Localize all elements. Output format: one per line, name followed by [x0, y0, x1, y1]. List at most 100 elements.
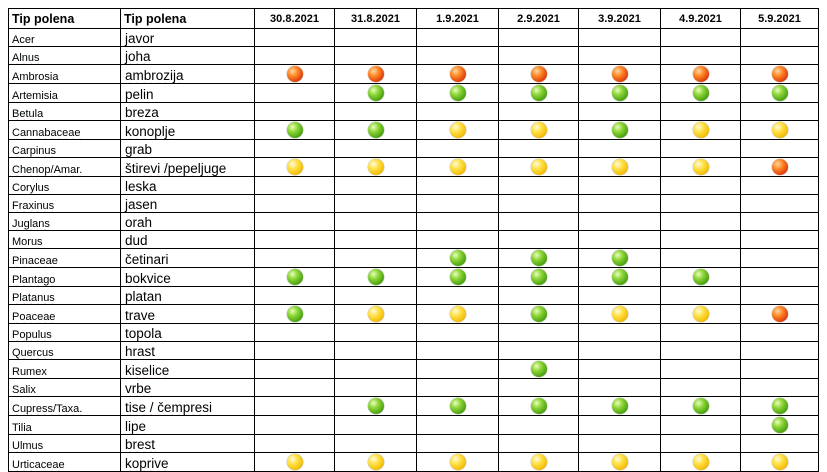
local-name-cell: trave: [120, 304, 255, 324]
latin-name: Juglans: [12, 218, 50, 230]
low-level-dot-icon: [530, 305, 547, 322]
level-cell: [334, 157, 417, 177]
level-cell: [416, 378, 499, 397]
local-name: bokvice: [125, 271, 171, 286]
low-level-dot-icon: [449, 397, 466, 414]
local-name-cell: javor: [120, 28, 255, 47]
latin-name: Plantago: [12, 274, 56, 286]
level-cell: [498, 176, 579, 195]
level-cell: [578, 304, 661, 324]
local-name-cell: breza: [120, 102, 255, 121]
level-cell: [660, 415, 741, 435]
medium-level-dot-icon: [286, 158, 303, 175]
level-cell: [416, 176, 499, 195]
local-name-cell: kiselice: [120, 359, 255, 379]
low-level-dot-icon: [286, 305, 303, 322]
medium-level-dot-icon: [611, 158, 628, 175]
local-name-cell: joha: [120, 46, 255, 65]
level-cell: [334, 378, 417, 397]
level-cell: [416, 267, 499, 287]
table-row: Pinaceae četinari: [8, 248, 819, 268]
header-local: Tip polena: [120, 8, 255, 29]
latin-name: Populus: [12, 329, 52, 341]
level-cell: [740, 102, 819, 121]
local-name-cell: brest: [120, 434, 255, 453]
table-body: Acer javor Alnus joha Ambrosia ambrozija Artem…: [8, 28, 819, 472]
header-date: 31.8.2021: [334, 8, 417, 29]
level-cell: [740, 28, 819, 47]
header-date: 30.8.2021: [254, 8, 335, 29]
level-cell: [498, 452, 579, 472]
medium-level-dot-icon: [449, 121, 466, 138]
low-level-dot-icon: [692, 268, 709, 285]
level-cell: [498, 434, 579, 453]
latin-name-cell: Fraxinus: [8, 194, 121, 213]
level-cell: [416, 248, 499, 268]
level-cell: [578, 415, 661, 435]
level-cell: [740, 415, 819, 435]
level-cell: [334, 139, 417, 158]
local-name: ambrozija: [125, 68, 184, 83]
high-level-dot-icon: [530, 65, 547, 82]
local-name-cell: koprive: [120, 452, 255, 472]
local-name: brest: [125, 437, 156, 452]
latin-name-cell: Ulmus: [8, 434, 121, 453]
low-level-dot-icon: [286, 268, 303, 285]
medium-level-dot-icon: [367, 305, 384, 322]
local-name-cell: vrbe: [120, 378, 255, 397]
local-name: leska: [125, 179, 157, 194]
level-cell: [740, 120, 819, 140]
table-row: Artemisia pelin: [8, 83, 819, 103]
level-cell: [416, 452, 499, 472]
low-level-dot-icon: [530, 268, 547, 285]
level-cell: [660, 378, 741, 397]
latin-name: Morus: [12, 236, 43, 248]
level-cell: [578, 64, 661, 84]
level-cell: [254, 212, 335, 231]
table-row: Carpinus grab: [8, 139, 819, 158]
level-cell: [740, 378, 819, 397]
level-cell: [578, 157, 661, 177]
latin-name-cell: Plantago: [8, 267, 121, 287]
level-cell: [254, 157, 335, 177]
latin-name: Betula: [12, 108, 44, 120]
table-row: Platanus platan: [8, 286, 819, 305]
level-cell: [740, 396, 819, 416]
level-cell: [740, 139, 819, 158]
level-cell: [254, 83, 335, 103]
table-row: Rumex kiselice: [8, 359, 819, 379]
medium-level-dot-icon: [692, 121, 709, 138]
level-cell: [334, 120, 417, 140]
latin-name: Acer: [12, 34, 35, 46]
local-name-cell: leska: [120, 176, 255, 195]
latin-name: Pinaceae: [12, 255, 58, 267]
table-row: Chenop/Amar. štirevi /pepeljuge: [8, 157, 819, 177]
table-row: Salix vrbe: [8, 378, 819, 397]
table-row: Cannabaceae konoplje: [8, 120, 819, 140]
level-cell: [578, 102, 661, 121]
table-row: Ambrosia ambrozija: [8, 64, 819, 84]
level-cell: [578, 46, 661, 65]
local-name: joha: [125, 49, 151, 64]
table-row: Quercus hrast: [8, 341, 819, 360]
table-row: Poaceae trave: [8, 304, 819, 324]
local-name-cell: topola: [120, 323, 255, 342]
low-level-dot-icon: [449, 84, 466, 101]
level-cell: [578, 28, 661, 47]
level-cell: [740, 248, 819, 268]
level-cell: [254, 359, 335, 379]
table-row: Plantago bokvice: [8, 267, 819, 287]
low-level-dot-icon: [530, 397, 547, 414]
table-row: Populus topola: [8, 323, 819, 342]
level-cell: [578, 139, 661, 158]
low-level-dot-icon: [771, 84, 788, 101]
level-cell: [498, 120, 579, 140]
local-name-cell: dud: [120, 230, 255, 249]
latin-name: Ulmus: [12, 440, 44, 452]
local-name-cell: orah: [120, 212, 255, 231]
table-row: Morus dud: [8, 230, 819, 249]
level-cell: [660, 248, 741, 268]
low-level-dot-icon: [611, 397, 628, 414]
level-cell: [334, 415, 417, 435]
level-cell: [498, 267, 579, 287]
